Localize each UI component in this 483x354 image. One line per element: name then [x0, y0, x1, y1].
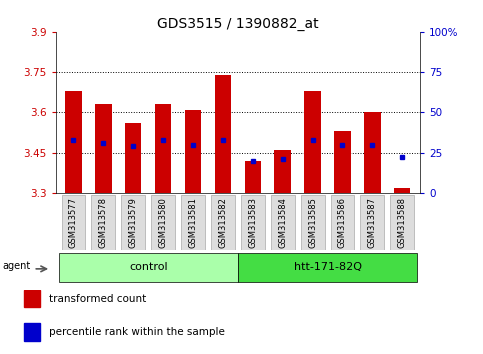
Bar — [244, 161, 261, 193]
Bar — [271, 195, 295, 250]
Text: control: control — [129, 262, 168, 272]
Bar — [61, 195, 85, 250]
Bar — [334, 131, 351, 193]
Text: transformed count: transformed count — [49, 293, 146, 304]
Bar — [151, 195, 175, 250]
Title: GDS3515 / 1390882_at: GDS3515 / 1390882_at — [157, 17, 319, 31]
Bar — [65, 91, 82, 193]
Bar — [91, 195, 115, 250]
Text: GSM313581: GSM313581 — [188, 198, 198, 248]
Text: GSM313580: GSM313580 — [158, 198, 168, 248]
Text: htt-171-82Q: htt-171-82Q — [294, 262, 362, 272]
Bar — [125, 123, 142, 193]
Bar — [241, 195, 265, 250]
Text: GSM313577: GSM313577 — [69, 198, 78, 249]
Bar — [58, 253, 238, 282]
Bar — [238, 253, 417, 282]
Bar — [95, 104, 112, 193]
Text: GSM313579: GSM313579 — [129, 198, 138, 248]
Text: GSM313586: GSM313586 — [338, 198, 347, 249]
Bar — [121, 195, 145, 250]
Bar — [394, 188, 411, 193]
Bar — [330, 195, 355, 250]
Bar — [300, 195, 325, 250]
Text: GSM313587: GSM313587 — [368, 198, 377, 249]
Text: GSM313584: GSM313584 — [278, 198, 287, 248]
Bar — [215, 75, 231, 193]
Bar — [24, 323, 40, 341]
Text: agent: agent — [3, 261, 31, 271]
Text: GSM313583: GSM313583 — [248, 198, 257, 249]
Bar — [360, 195, 384, 250]
Bar — [181, 195, 205, 250]
Text: percentile rank within the sample: percentile rank within the sample — [49, 327, 225, 337]
Bar — [155, 104, 171, 193]
Text: GSM313582: GSM313582 — [218, 198, 227, 248]
Bar — [274, 150, 291, 193]
Text: GSM313585: GSM313585 — [308, 198, 317, 248]
Bar — [211, 195, 235, 250]
Bar — [24, 290, 40, 308]
Bar — [364, 112, 381, 193]
Bar — [304, 91, 321, 193]
Bar — [185, 110, 201, 193]
Bar — [390, 195, 414, 250]
Text: GSM313588: GSM313588 — [398, 198, 407, 249]
Text: GSM313578: GSM313578 — [99, 198, 108, 249]
